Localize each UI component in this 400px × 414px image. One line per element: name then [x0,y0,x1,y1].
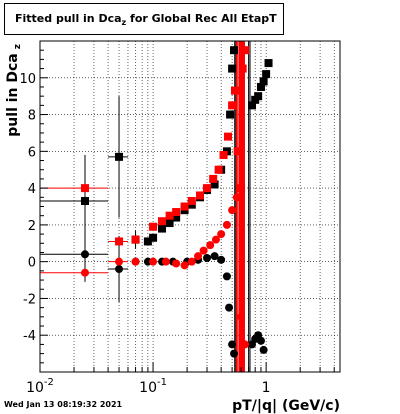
data-point [80,250,89,259]
data-point [172,208,181,217]
data-point [237,184,246,193]
data-point [180,202,189,211]
y-tick-label: 8 [28,109,36,124]
data-point [80,184,89,193]
y-tick-label: 4 [28,182,36,197]
chart-title: Fitted pull in Dcaz for Global Rec All E… [15,12,277,28]
data-point [210,180,219,189]
data-point [232,193,241,202]
data-point [228,340,237,349]
data-point [115,265,124,274]
data-point [230,86,239,95]
data-point [219,151,228,160]
data-point [149,222,158,231]
axes: -4 -2 0 2 4 6 8 10 10-2 10-1 1 pT/|q| (GeV/c) pull i… [5,40,340,414]
data-point [206,241,215,250]
data-point [233,147,242,156]
data-point [172,213,181,222]
series-3 [40,193,249,349]
data-point [115,257,124,266]
chart-title-box: Fitted pull in Dcaz for Global Rec All E… [4,3,284,35]
y-tick-label: -2 [23,292,36,307]
data-point [230,349,239,358]
series-1 [40,226,268,358]
data-point [165,219,174,228]
x-tick-label: 10-1 [139,377,167,396]
data-point [80,196,89,205]
data-point [264,59,273,68]
data-point [210,252,219,261]
data-point [228,101,237,110]
data-point [237,312,246,321]
data-point [187,257,196,266]
data-point [143,237,152,246]
data-point [158,217,167,226]
data-point [195,191,204,200]
x-axis-label: pT/|q| (GeV/c) [232,398,340,414]
data-point [248,101,257,110]
data-point [131,257,140,266]
data-point [187,196,196,205]
data-point [262,70,271,79]
data-point [222,220,231,229]
data-point [230,46,239,55]
data-point [80,268,89,277]
data-point [240,340,249,349]
series-2 [40,46,249,246]
data-point [194,252,203,261]
data-point [209,174,218,183]
data-point [222,272,231,281]
data-point [254,92,263,101]
data-point [226,110,235,119]
data-point [161,257,170,266]
data-point [214,165,223,174]
data-point [172,259,181,268]
footer-timestamp: Wed Jan 13 08:19:32 2021 [4,400,123,409]
data-point [240,46,249,55]
data-point [256,82,265,91]
data-point [259,77,268,86]
data-point [224,132,233,141]
data-point [203,184,212,193]
data-point [199,246,208,255]
data-point [165,211,174,220]
data-marks [40,46,273,358]
data-point [238,64,247,73]
data-point [256,336,265,345]
data-point [228,206,237,215]
data-point [228,64,237,73]
data-point [180,261,189,270]
y-tick-label: -4 [23,329,36,344]
data-point [217,230,226,239]
x-tick-label: 1 [262,380,271,396]
data-point [211,235,220,244]
data-point [225,303,234,312]
x-tick-label: 10-2 [26,377,54,396]
data-point [115,237,124,246]
y-tick-label: 10 [19,72,36,87]
data-point [149,257,158,266]
data-point [158,224,167,233]
data-point [149,233,158,242]
data-point [115,152,124,161]
y-tick-label: 0 [28,256,36,271]
data-point [259,345,268,354]
data-point [131,235,140,244]
y-tick-label: 2 [28,219,36,234]
data-point [217,255,226,264]
y-axis-label: pull in Dcaz [5,44,23,137]
y-tick-label: 6 [28,145,36,160]
data-point [203,253,212,262]
